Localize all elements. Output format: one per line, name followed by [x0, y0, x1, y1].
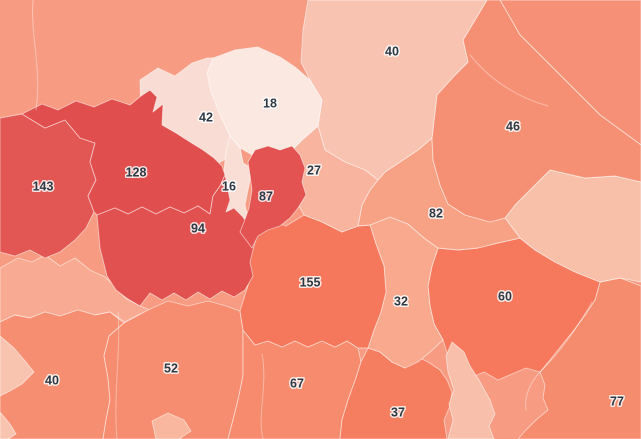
region-pale-patch-bottom-left[interactable]	[151, 412, 192, 439]
region-155[interactable]	[239, 214, 387, 349]
boundary-line	[469, 54, 549, 107]
boundary-line	[260, 353, 265, 439]
boundary-line	[115, 311, 120, 439]
boundary-line	[525, 301, 593, 411]
region-87[interactable]	[239, 145, 307, 249]
region-pale-wedge-left[interactable]	[0, 335, 35, 397]
boundary-line	[32, 0, 39, 111]
region-pale-patch-bottom-center[interactable]	[445, 341, 496, 439]
region-67[interactable]	[227, 329, 362, 439]
region-pale-corner-left[interactable]	[0, 411, 17, 439]
